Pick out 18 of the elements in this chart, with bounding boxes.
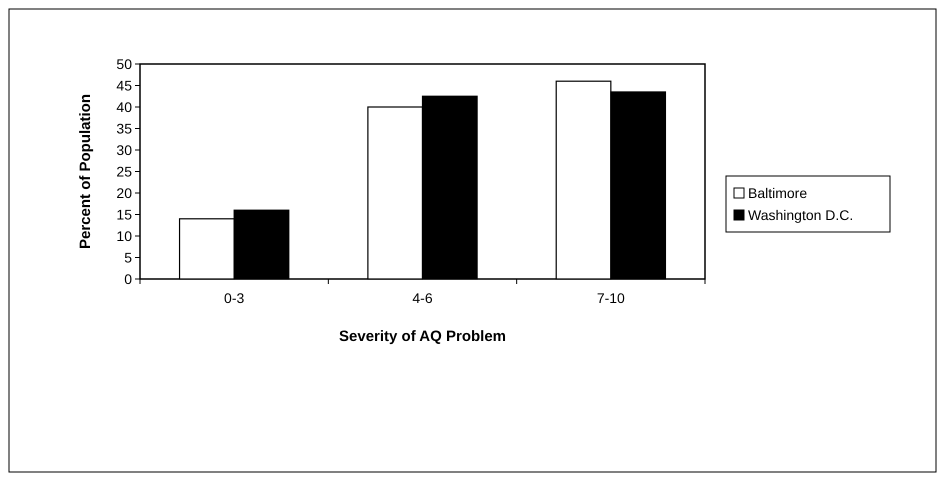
- y-tick-label: 5: [124, 249, 132, 266]
- legend-label: Baltimore: [748, 185, 808, 201]
- y-tick-label: 20: [116, 184, 132, 201]
- x-axis-title: Severity of AQ Problem: [339, 328, 506, 345]
- y-tick-label: 45: [116, 77, 132, 94]
- y-axis-title: Percent of Population: [77, 94, 94, 250]
- y-tick-label: 0: [124, 270, 132, 287]
- x-tick-label: 4-6: [412, 290, 433, 306]
- y-tick-label: 40: [116, 98, 132, 115]
- y-tick-label: 50: [116, 56, 132, 72]
- x-tick-label: 7-10: [596, 290, 626, 306]
- y-tick-label: 25: [116, 163, 132, 180]
- y-tick-label: 10: [116, 228, 132, 244]
- y-tick-label: 35: [116, 120, 132, 136]
- x-tick-label: 0-3: [224, 290, 244, 306]
- y-tick-label: 30: [116, 142, 132, 158]
- legend-label: Washington D.C.: [748, 207, 854, 223]
- y-tick-label: 15: [116, 206, 132, 222]
